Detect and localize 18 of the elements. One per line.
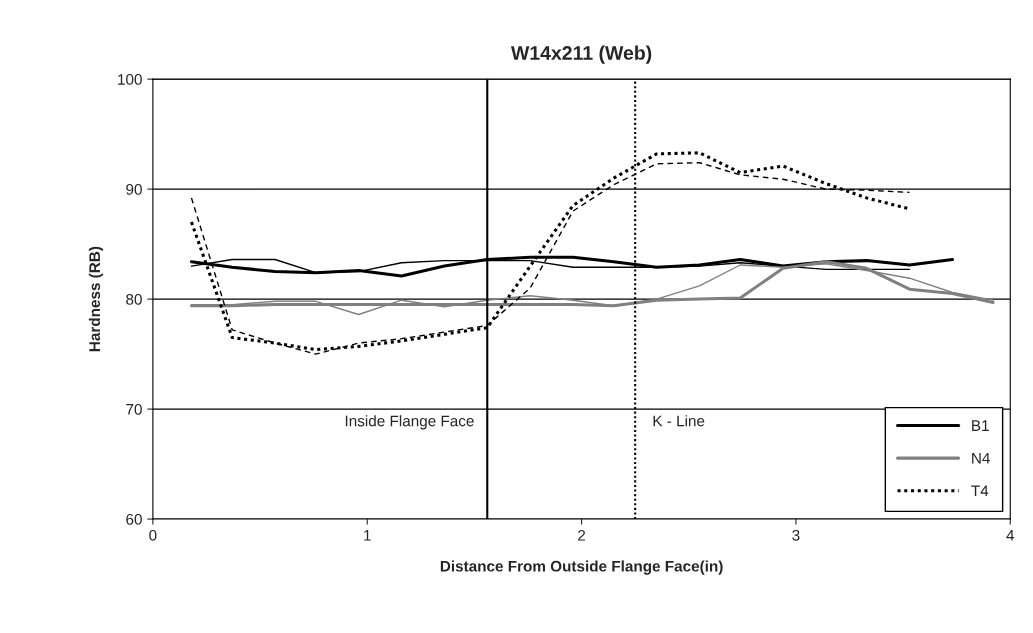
y-axis-title: Hardness (RB) (88, 246, 104, 352)
x-tick-label: 1 (364, 530, 371, 541)
y-tick-label: 90 (126, 183, 142, 195)
x-tick-label: 3 (792, 529, 800, 541)
legend-label: N4 (972, 452, 990, 464)
ref-line-label: K - Line (653, 415, 705, 427)
ref-line-label: Inside Flange Face (345, 415, 474, 430)
chart-title: W14x211 (Web) (510, 45, 652, 64)
y-tick-label: 60 (126, 513, 142, 525)
x-tick-label: 2 (578, 529, 586, 541)
legend-label: T4 (971, 485, 989, 497)
legend-label: B1 (972, 420, 989, 431)
y-tick-label: 80 (126, 293, 142, 305)
x-tick-label: 4 (1006, 530, 1015, 541)
y-tick-label: 70 (126, 403, 142, 415)
x-tick-label: 0 (149, 529, 157, 541)
x-axis-title: Distance From Outside Flange Face(in) (440, 560, 723, 575)
y-tick-label: 100 (118, 73, 142, 85)
